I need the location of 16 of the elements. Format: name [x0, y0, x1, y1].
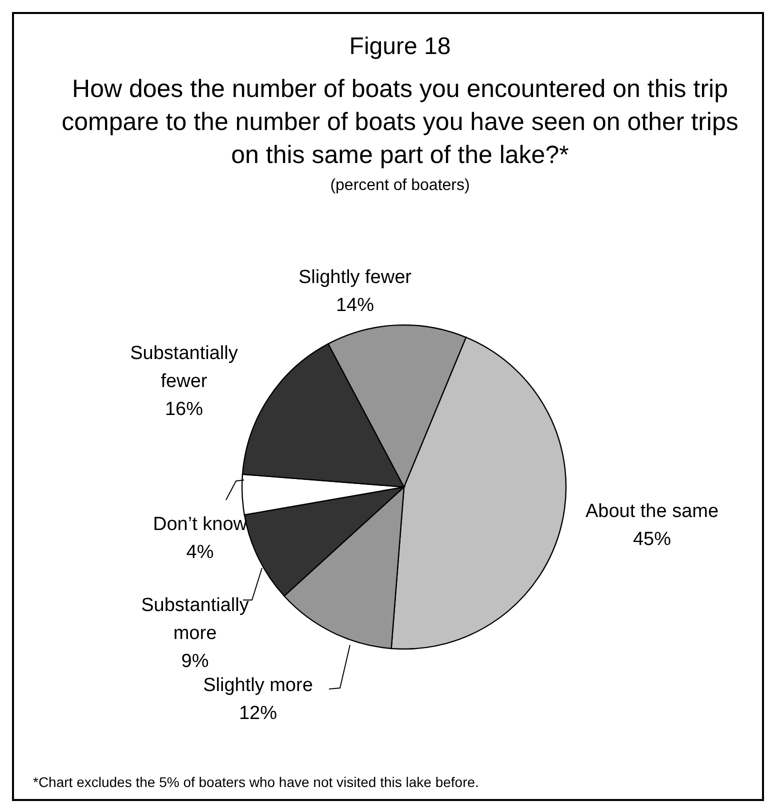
chart-subtitle: How does the number of boats you encountered on this trip compare to the number of boats you have seen on other trips on this same part of the lake?*: [62, 75, 738, 169]
data-label: 16%: [164, 399, 204, 420]
data-label: 12%: [238, 703, 278, 724]
text: (percent of boaters): [330, 177, 470, 194]
slice-label: Slightly fewer: [298, 267, 412, 288]
slice-label: Substantially more: [141, 595, 250, 644]
data-label: 9%: [181, 651, 209, 672]
data-label: 14%: [336, 295, 374, 316]
data-label: 45%: [632, 529, 672, 550]
chart-title: Figure 18: [349, 33, 451, 60]
slice-label: Substantially fewer: [130, 343, 238, 392]
text: *Chart excludes the 5% of boaters who have not visited this lake before.: [33, 774, 479, 790]
slice-label: Don’t know: [153, 514, 248, 535]
data-label: 4%: [186, 542, 214, 563]
slice-label: Slightly more: [203, 675, 313, 696]
slice-label: About the same: [585, 501, 719, 522]
